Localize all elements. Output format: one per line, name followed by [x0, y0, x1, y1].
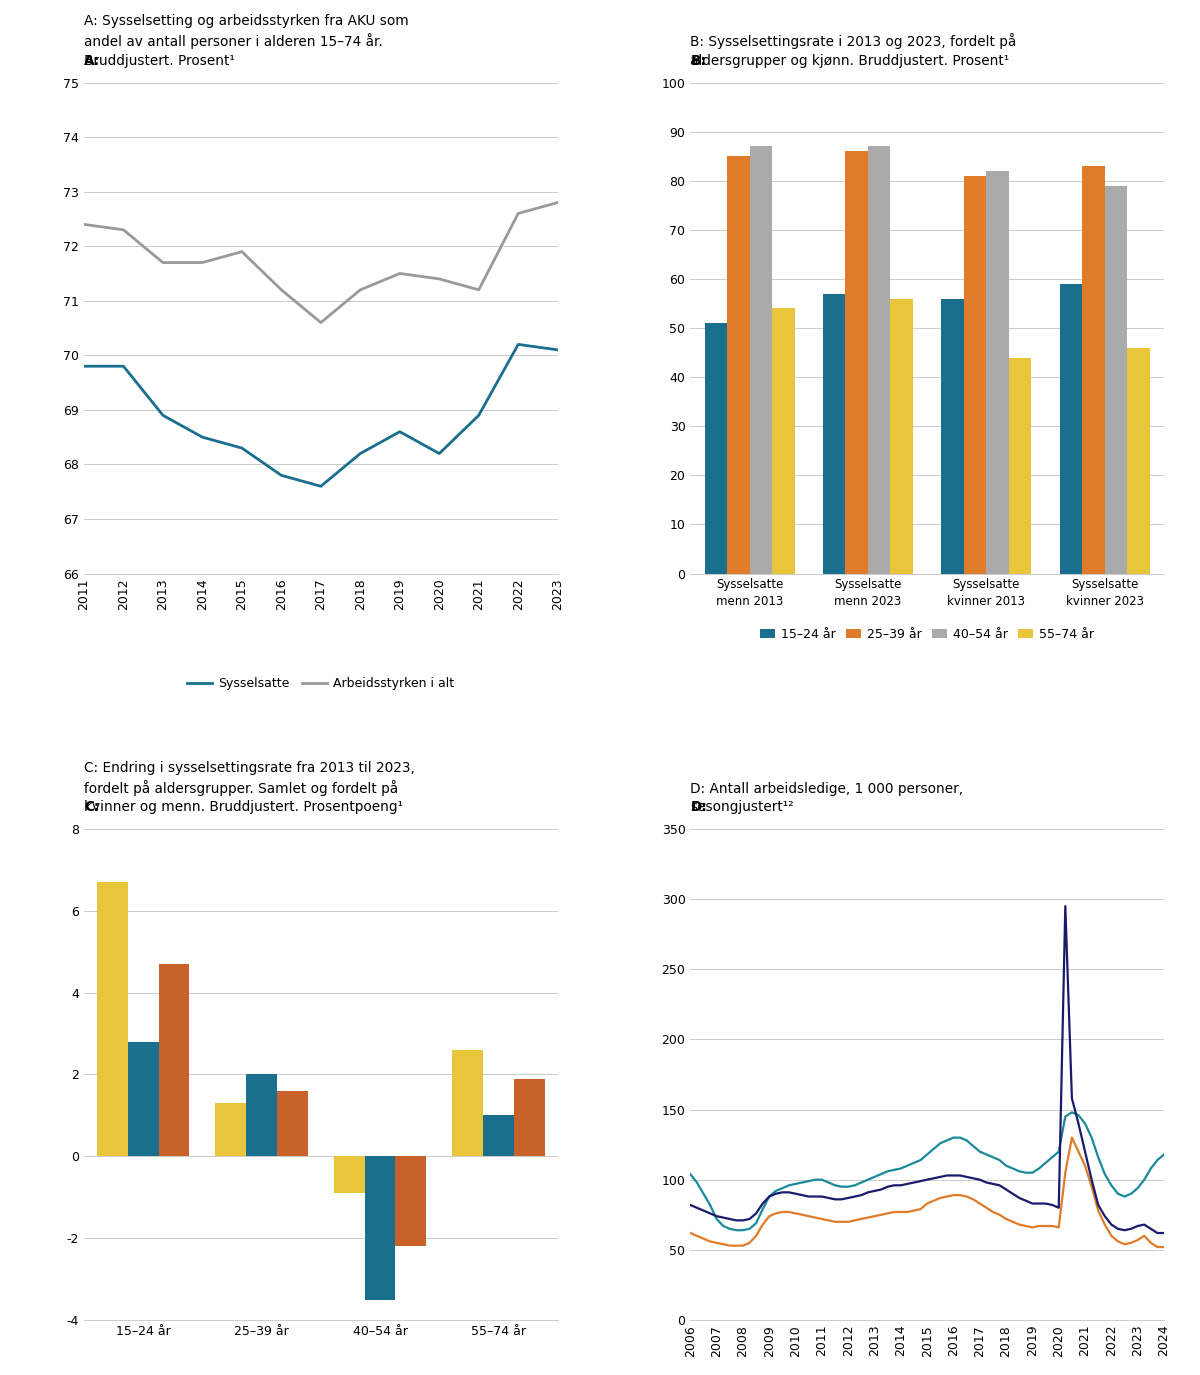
- Bar: [846, 151, 868, 573]
- Helt ledige og arbeidssøkere på tiltak, sesongjustert
(1 000 personer): [683, 1196, 697, 1213]
- Bar: [514, 1078, 545, 1156]
- Bar: [1127, 348, 1150, 573]
- Line: Helt ledige, sesongjustert
(1 000 personer): Helt ledige, sesongjustert (1 000 person…: [690, 1137, 1164, 1247]
- Bar: [1009, 358, 1031, 573]
- Bar: [772, 308, 794, 573]
- Helt ledige, sesongjustert
(1 000 personer): [1157, 1239, 1171, 1255]
- Arbeidsledige, trendtall (AKU)
(1 000 personer): [1124, 1185, 1139, 1202]
- Bar: [452, 1050, 484, 1156]
- Helt ledige og arbeidssøkere på tiltak, sesongjustert
(1 000 personer): [1098, 1207, 1112, 1224]
- Arbeidsledige, trendtall (AKU)
(1 000 personer): [794, 1174, 809, 1191]
- Bar: [484, 1115, 514, 1156]
- Bar: [986, 170, 1009, 573]
- Bar: [216, 1103, 246, 1156]
- Helt ledige og arbeidssøkere på tiltak, sesongjustert
(1 000 personer): [1085, 1172, 1099, 1188]
- Bar: [868, 146, 890, 573]
- Bar: [97, 883, 128, 1156]
- Legend: 15–24 år, 25–39 år, 40–54 år, 55–74 år: 15–24 år, 25–39 år, 40–54 år, 55–74 år: [755, 623, 1099, 646]
- Arbeidsledige, trendtall (AKU)
(1 000 personer): [683, 1166, 697, 1182]
- Arbeidsledige, trendtall (AKU)
(1 000 personer): [1104, 1177, 1118, 1194]
- Helt ledige, sesongjustert
(1 000 personer): [1085, 1178, 1099, 1195]
- Helt ledige og arbeidssøkere på tiltak, sesongjustert
(1 000 personer): [1151, 1225, 1165, 1242]
- Bar: [1105, 186, 1127, 573]
- Arbeidsledige, trendtall (AKU)
(1 000 personer): [847, 1177, 862, 1194]
- Bar: [750, 146, 772, 573]
- Helt ledige og arbeidssøkere på tiltak, sesongjustert
(1 000 personer): [788, 1185, 803, 1202]
- Helt ledige, sesongjustert
(1 000 personer): [683, 1225, 697, 1242]
- Arbeidsledige, trendtall (AKU)
(1 000 personer): [926, 1141, 941, 1158]
- Text: A: Sysselsetting og arbeidsstyrken fra AKU som
andel av antall personer i aldere: A: Sysselsetting og arbeidsstyrken fra A…: [84, 14, 409, 67]
- Bar: [365, 1156, 396, 1299]
- Bar: [246, 1074, 277, 1156]
- Text: C:: C:: [84, 800, 100, 814]
- Bar: [1060, 283, 1082, 573]
- Bar: [941, 298, 964, 573]
- Bar: [128, 1042, 158, 1156]
- Helt ledige, sesongjustert
(1 000 personer): [841, 1214, 856, 1231]
- Helt ledige og arbeidssøkere på tiltak, sesongjustert
(1 000 personer): [920, 1172, 935, 1188]
- Bar: [964, 176, 986, 573]
- Text: D:: D:: [690, 800, 707, 814]
- Bar: [334, 1156, 365, 1194]
- Text: D: Antall arbeidsledige, 1 000 personer,
sesongjustert¹²: D: Antall arbeidsledige, 1 000 personer,…: [690, 782, 964, 814]
- Bar: [1082, 166, 1105, 573]
- Text: B: Sysselsettingsrate i 2013 og 2023, fordelt på
aldersgrupper og kjønn. Bruddju: B: Sysselsettingsrate i 2013 og 2023, fo…: [690, 33, 1016, 67]
- Text: C: Endring i sysselsettingsrate fra 2013 til 2023,
fordelt på aldersgrupper. Sam: C: Endring i sysselsettingsrate fra 2013…: [84, 760, 415, 814]
- Bar: [890, 298, 913, 573]
- Bar: [158, 964, 190, 1156]
- Helt ledige og arbeidssøkere på tiltak, sesongjustert
(1 000 personer): [841, 1189, 856, 1206]
- Helt ledige og arbeidssøkere på tiltak, sesongjustert
(1 000 personer): [1157, 1225, 1171, 1242]
- Bar: [704, 323, 727, 573]
- Legend: Sysselsatte, Arbeidsstyrken i alt: Sysselsatte, Arbeidsstyrken i alt: [182, 672, 460, 694]
- Helt ledige, sesongjustert
(1 000 personer): [788, 1204, 803, 1221]
- Bar: [396, 1156, 426, 1246]
- Line: Arbeidsledige, trendtall (AKU)
(1 000 personer): Arbeidsledige, trendtall (AKU) (1 000 pe…: [690, 1112, 1164, 1231]
- Bar: [823, 294, 846, 573]
- Helt ledige, sesongjustert
(1 000 personer): [1064, 1129, 1079, 1145]
- Line: Helt ledige og arbeidssøkere på tiltak, sesongjustert
(1 000 personer): Helt ledige og arbeidssøkere på tiltak, …: [690, 906, 1164, 1233]
- Helt ledige, sesongjustert
(1 000 personer): [1151, 1239, 1165, 1255]
- Text: A:: A:: [84, 54, 100, 67]
- Arbeidsledige, trendtall (AKU)
(1 000 personer): [1157, 1147, 1171, 1163]
- Arbeidsledige, trendtall (AKU)
(1 000 personer): [1064, 1104, 1079, 1121]
- Helt ledige, sesongjustert
(1 000 personer): [920, 1195, 935, 1211]
- Helt ledige, sesongjustert
(1 000 personer): [1098, 1217, 1112, 1233]
- Helt ledige og arbeidssøkere på tiltak, sesongjustert
(1 000 personer): [1117, 1222, 1132, 1239]
- Bar: [277, 1090, 308, 1156]
- Arbeidsledige, trendtall (AKU)
(1 000 personer): [1091, 1150, 1105, 1166]
- Arbeidsledige, trendtall (AKU)
(1 000 personer): [730, 1222, 744, 1239]
- Helt ledige og arbeidssøkere på tiltak, sesongjustert
(1 000 personer): [1058, 898, 1073, 914]
- Helt ledige, sesongjustert
(1 000 personer): [1117, 1236, 1132, 1253]
- Bar: [727, 157, 750, 573]
- Text: B:: B:: [690, 54, 706, 67]
